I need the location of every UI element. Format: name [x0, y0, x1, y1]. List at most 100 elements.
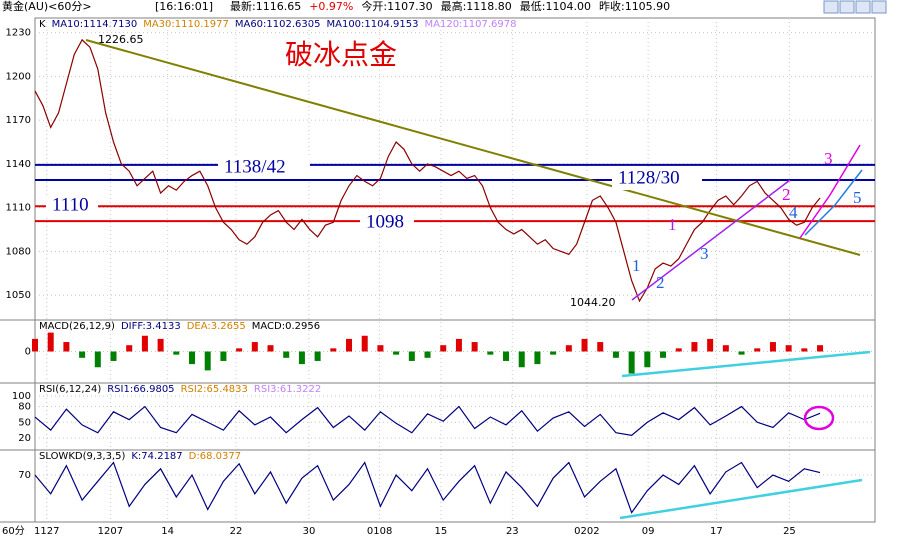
x-tick-label: 14 — [161, 526, 174, 537]
bar — [32, 338, 38, 352]
series-line — [34, 405, 821, 436]
bar — [817, 345, 824, 352]
level-label: 1128/30 — [618, 167, 680, 188]
y-tick-label: 1140 — [6, 159, 31, 170]
bar — [518, 351, 525, 368]
x-tick-label: 1207 — [98, 526, 123, 537]
y-tick-label: 70 — [18, 470, 31, 481]
wave-label: 1 — [668, 215, 677, 234]
x-tick-label: 23 — [506, 526, 519, 537]
wave-label: 2 — [782, 185, 791, 204]
y-tick-label: 1230 — [6, 28, 31, 39]
bar — [204, 351, 211, 371]
label-bg — [360, 212, 414, 234]
bar — [534, 351, 541, 365]
y-tick-label: 0 — [25, 347, 31, 358]
bar — [298, 351, 305, 365]
bar — [393, 351, 400, 355]
x-tick-label: 17 — [710, 526, 723, 537]
legend-entry: MA120:1107.6978 — [425, 19, 517, 30]
bar — [660, 351, 667, 358]
zoom-out-button[interactable] — [871, 0, 887, 14]
bar — [267, 345, 274, 352]
bar — [377, 345, 384, 352]
low-label: 1044.20 — [570, 296, 616, 309]
wave-label: 5 — [853, 188, 862, 207]
legend-entry: DEA:3.2655 — [187, 321, 246, 332]
bar — [157, 338, 164, 352]
quote-field: +0.97% — [309, 0, 353, 13]
macd-trend — [621, 350, 871, 378]
bar — [769, 342, 776, 352]
bar — [141, 335, 148, 352]
label-bg — [218, 157, 310, 179]
bar — [455, 338, 462, 352]
bar — [361, 335, 368, 352]
label-bg — [612, 168, 702, 190]
bar — [754, 348, 761, 352]
bar — [487, 351, 494, 355]
y-tick-label: 20 — [18, 433, 31, 444]
bar — [236, 348, 243, 352]
prev-button[interactable] — [823, 0, 839, 14]
legend-entry: MA100:1104.9153 — [326, 19, 418, 30]
bar — [330, 348, 337, 352]
bar — [110, 351, 117, 361]
quote-field: 最高:1118.80 — [441, 0, 512, 13]
bar — [189, 351, 196, 365]
label-bg — [46, 196, 98, 216]
bar — [126, 345, 133, 352]
x-tick-label: 30 — [303, 526, 316, 537]
legend-entry: K — [39, 19, 46, 30]
legend-entry: RSI2:65.4833 — [181, 384, 248, 395]
chart-title: 破冰点金 — [285, 38, 397, 71]
legend-entry: MACD:0.2956 — [252, 321, 320, 332]
rsi-circle — [803, 405, 835, 431]
y-tick-label: 1050 — [6, 290, 31, 301]
legend-entry: MACD(26,12,9) — [39, 321, 115, 332]
next-button[interactable] — [839, 0, 855, 14]
bar — [628, 351, 635, 374]
bar — [47, 332, 54, 352]
bar — [707, 338, 714, 352]
bar — [503, 351, 510, 361]
bar — [471, 342, 478, 352]
bar — [801, 348, 808, 352]
legend-entry: RSI3:61.3222 — [254, 384, 321, 395]
bar — [550, 351, 557, 355]
instrument: 黄金(AU)<60分> — [2, 0, 92, 13]
y-tick-label: 50 — [18, 417, 31, 428]
y-tick-label: 1200 — [6, 71, 31, 82]
x-axis-label: 60分 — [2, 525, 25, 537]
quote-field: 今开:1107.30 — [361, 0, 432, 13]
wave-label: 1 — [632, 256, 641, 275]
zoom-in-button[interactable] — [855, 0, 871, 14]
bar — [565, 345, 572, 352]
bar — [785, 345, 792, 352]
bar — [346, 338, 353, 352]
wave-arrow — [799, 144, 861, 239]
x-tick-label: 22 — [230, 526, 243, 537]
wave-label: 3 — [824, 149, 833, 168]
legend-entry: K:74.2187 — [131, 451, 182, 462]
y-tick-label: 80 — [18, 402, 31, 413]
time: [16:16:01] — [155, 0, 213, 13]
x-tick-label: 25 — [783, 526, 796, 537]
bar — [722, 345, 729, 352]
bar — [581, 338, 588, 352]
series-line — [34, 461, 821, 514]
bar — [691, 342, 698, 352]
bar — [63, 342, 70, 352]
series-line — [34, 38, 821, 303]
wave-label: 3 — [700, 244, 709, 263]
y-tick-label: 1080 — [6, 246, 31, 257]
y-tick-label: 100 — [12, 391, 31, 402]
bar — [283, 351, 290, 358]
bar — [612, 351, 619, 358]
legend-entry: MA60:1102.6305 — [235, 19, 321, 30]
quote-field: 昨收:1105.90 — [599, 0, 670, 13]
bar — [675, 348, 682, 352]
high-label: 1226.65 — [98, 33, 144, 46]
legend-entry: SLOWKD(9,3,3,5) — [39, 451, 125, 462]
